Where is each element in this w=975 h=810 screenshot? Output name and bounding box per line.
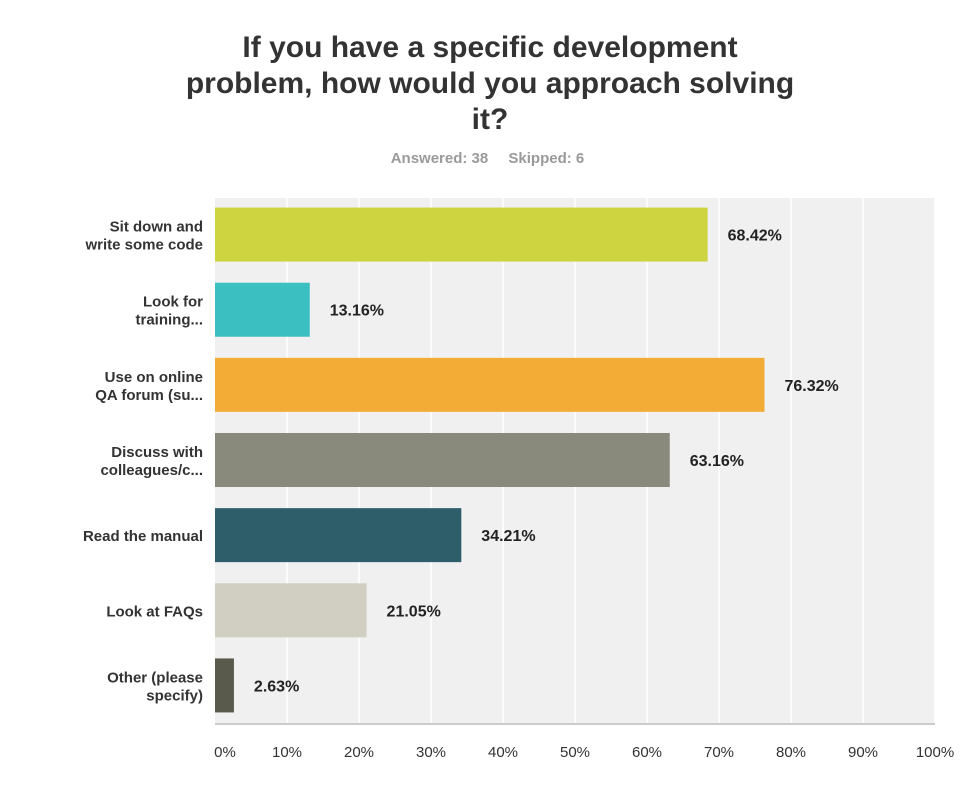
bar-value-label: 76.32% [785, 378, 839, 395]
answered-count: Answered: 38 [390, 150, 489, 167]
x-tick-label: 60% [632, 744, 662, 761]
category-label-line: training... [136, 312, 204, 329]
title-line-1: If you have a specific development [242, 31, 738, 64]
bar [215, 357, 765, 412]
x-tick-label: 20% [344, 744, 374, 761]
x-tick-label: 70% [704, 744, 734, 761]
category-label-line: Discuss with [111, 444, 203, 461]
category-label: Use on online QA forum (su... [95, 369, 203, 404]
category-label-line: Use on online [105, 369, 203, 386]
category-label: Sit down and write some code [84, 219, 203, 254]
bar-value-label: 13.16% [330, 303, 384, 320]
title-line-2: problem, how would you approach solving [185, 67, 795, 100]
category-label: Discuss with colleagues/c... [100, 444, 203, 479]
x-tick-label: 40% [488, 744, 518, 761]
category-label-line: Read the manual [83, 528, 203, 545]
category-label-line: Look at FAQs [106, 603, 203, 620]
x-tick-label: 10% [272, 744, 302, 761]
x-tick-label: 0% [214, 744, 236, 761]
category-label: Read the manual [83, 528, 203, 545]
skipped-count: Skipped: 6 [508, 150, 585, 167]
category-label-line: Sit down and [110, 219, 203, 236]
x-tick-label: 90% [848, 744, 878, 761]
bar [215, 282, 310, 337]
category-label: Look for training... [136, 294, 204, 329]
x-tick-label: 80% [776, 744, 806, 761]
title-line-3: it? [471, 103, 509, 136]
bar-value-label: 63.16% [690, 453, 744, 470]
bar [215, 508, 462, 563]
bar [215, 658, 234, 713]
x-tick-label: 100% [916, 744, 954, 761]
category-label: Other (please specify) [107, 669, 203, 704]
response-summary: Answered: 38 Skipped: 6 [0, 150, 975, 167]
bar [215, 207, 708, 262]
category-label-line: Look for [143, 294, 203, 311]
category-label-line: write some code [84, 237, 203, 254]
x-tick-label: 50% [560, 744, 590, 761]
bar-value-label: 21.05% [387, 603, 441, 620]
bar [215, 433, 670, 487]
bar [215, 583, 367, 638]
x-tick-label: 30% [416, 744, 446, 761]
chart-title: If you have a specific development probl… [150, 30, 830, 138]
category-label-line: QA forum (su... [95, 387, 203, 404]
bar-value-label: 68.42% [728, 228, 782, 245]
category-label-line: specify) [146, 687, 203, 704]
category-label-line: colleagues/c... [100, 462, 203, 479]
bar-value-label: 2.63% [254, 678, 299, 695]
bar-value-label: 34.21% [481, 528, 535, 545]
category-label-line: Other (please [107, 669, 203, 686]
category-label: Look at FAQs [106, 603, 203, 620]
